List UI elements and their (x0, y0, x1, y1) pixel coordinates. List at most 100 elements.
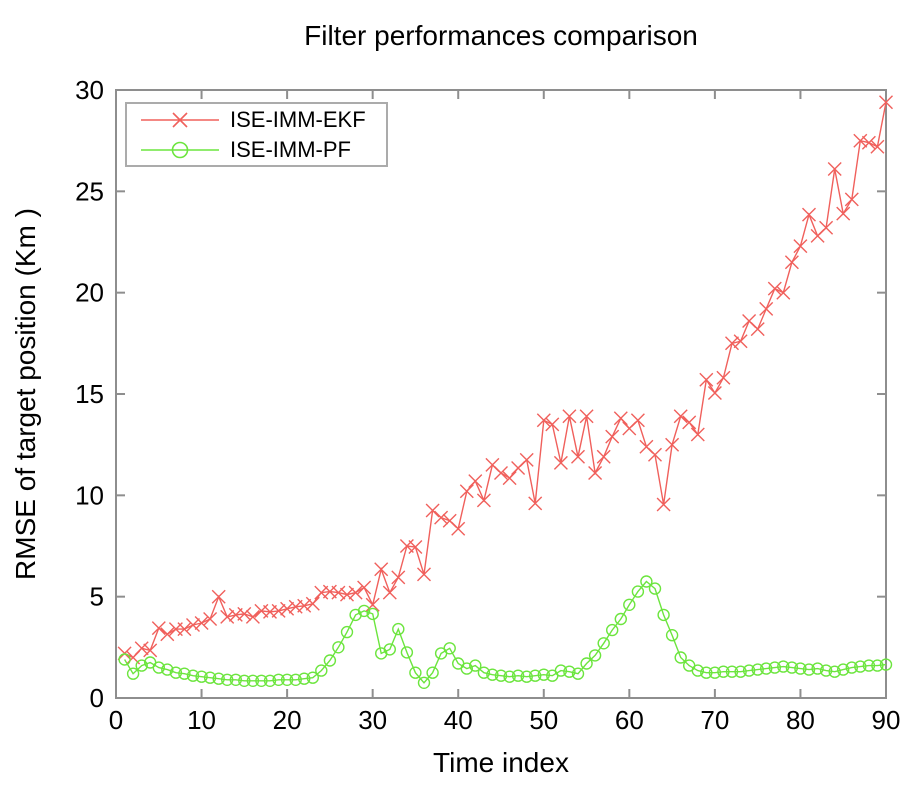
x-marker (836, 206, 851, 221)
x-marker (827, 162, 842, 176)
circle-marker (383, 643, 396, 656)
x-marker (665, 437, 680, 452)
circle-marker (255, 674, 268, 687)
x-tick-label: 70 (700, 705, 729, 735)
x-marker (699, 372, 714, 387)
circle-marker (665, 629, 679, 642)
circle-marker (135, 659, 148, 672)
x-marker (434, 510, 449, 525)
circle-marker (118, 653, 131, 666)
circle-marker (503, 670, 516, 683)
circle-marker (674, 651, 687, 664)
circle-marker (203, 671, 217, 684)
x-marker (648, 447, 662, 462)
x-axis-label: Time index (433, 747, 569, 778)
x-marker (725, 336, 739, 351)
circle-marker (323, 654, 337, 667)
x-marker (870, 139, 885, 154)
circle-marker (529, 669, 542, 682)
x-marker (605, 429, 620, 444)
x-marker (528, 496, 543, 511)
circle-marker (400, 646, 414, 659)
circle-marker (657, 608, 670, 622)
circle-marker (426, 666, 439, 679)
x-marker (733, 334, 748, 349)
x-marker (143, 643, 158, 658)
x-marker (750, 322, 765, 337)
x-marker (391, 570, 406, 585)
x-marker (476, 493, 491, 508)
y-tick-label: 5 (90, 582, 104, 612)
circle-marker (178, 667, 191, 680)
x-marker (220, 609, 235, 624)
x-marker (151, 621, 166, 636)
x-tick-label: 40 (444, 705, 473, 735)
circle-marker (597, 637, 610, 650)
circle-marker (306, 671, 319, 684)
circle-marker (845, 661, 858, 674)
circle-marker (477, 666, 491, 679)
x-marker (613, 411, 628, 426)
x-marker (879, 95, 893, 110)
series-ise-imm-ekf (117, 95, 893, 665)
legend-entry-pf: ISE-IMM-PF (127, 135, 386, 164)
circle-marker (332, 641, 345, 654)
x-marker (579, 409, 594, 424)
circle-marker (263, 674, 277, 687)
x-marker (502, 471, 517, 486)
x-marker (716, 370, 731, 385)
legend-sample-pf-line-circle-marker (141, 141, 219, 158)
x-tick-label: 90 (872, 705, 900, 735)
x-marker (459, 484, 474, 499)
x-marker (545, 417, 560, 432)
x-marker (784, 255, 799, 270)
circle-marker (272, 673, 285, 686)
y-axis-label: RMSE of target position (Km ) (10, 208, 41, 580)
circle-marker (186, 669, 200, 682)
x-marker (237, 606, 252, 621)
x-marker (211, 589, 226, 604)
x-marker (134, 641, 149, 656)
circle-marker (486, 668, 499, 681)
circle-marker (811, 662, 824, 675)
circle-marker (725, 665, 739, 678)
circle-marker (751, 663, 764, 676)
series-ise-imm-pf (118, 575, 893, 689)
circle-marker (606, 623, 619, 637)
circle-marker (126, 667, 140, 680)
circle-marker (734, 665, 747, 678)
circle-marker (819, 664, 833, 677)
x-marker (468, 474, 483, 489)
circle-marker (366, 607, 379, 621)
circle-marker (742, 664, 756, 677)
x-marker (331, 585, 346, 600)
x-marker (374, 562, 389, 577)
x-marker (417, 567, 431, 582)
circle-marker (511, 669, 525, 682)
x-marker (802, 207, 816, 222)
circle-marker (161, 663, 174, 676)
circle-marker (220, 673, 234, 686)
x-marker (793, 239, 808, 254)
circle-marker (691, 664, 704, 677)
x-marker (630, 413, 645, 428)
y-tick-label: 20 (75, 278, 104, 308)
x-marker (562, 409, 577, 424)
circle-marker (717, 665, 730, 678)
x-tick-label: 20 (273, 705, 302, 735)
x-marker (186, 618, 200, 632)
x-tick-label: 60 (615, 705, 644, 735)
circle-marker (828, 665, 841, 678)
circle-marker (862, 659, 876, 672)
x-marker (656, 497, 671, 512)
legend: ISE-IMM-EKF ISE-IMM-PF (125, 102, 388, 167)
circle-marker (537, 668, 550, 681)
x-marker (451, 521, 466, 536)
circle-marker (785, 661, 799, 674)
circle-marker (837, 663, 850, 676)
circle-marker (212, 672, 225, 685)
circle-marker (392, 622, 405, 636)
x-tick-label: 30 (358, 705, 387, 735)
x-marker (365, 597, 380, 612)
